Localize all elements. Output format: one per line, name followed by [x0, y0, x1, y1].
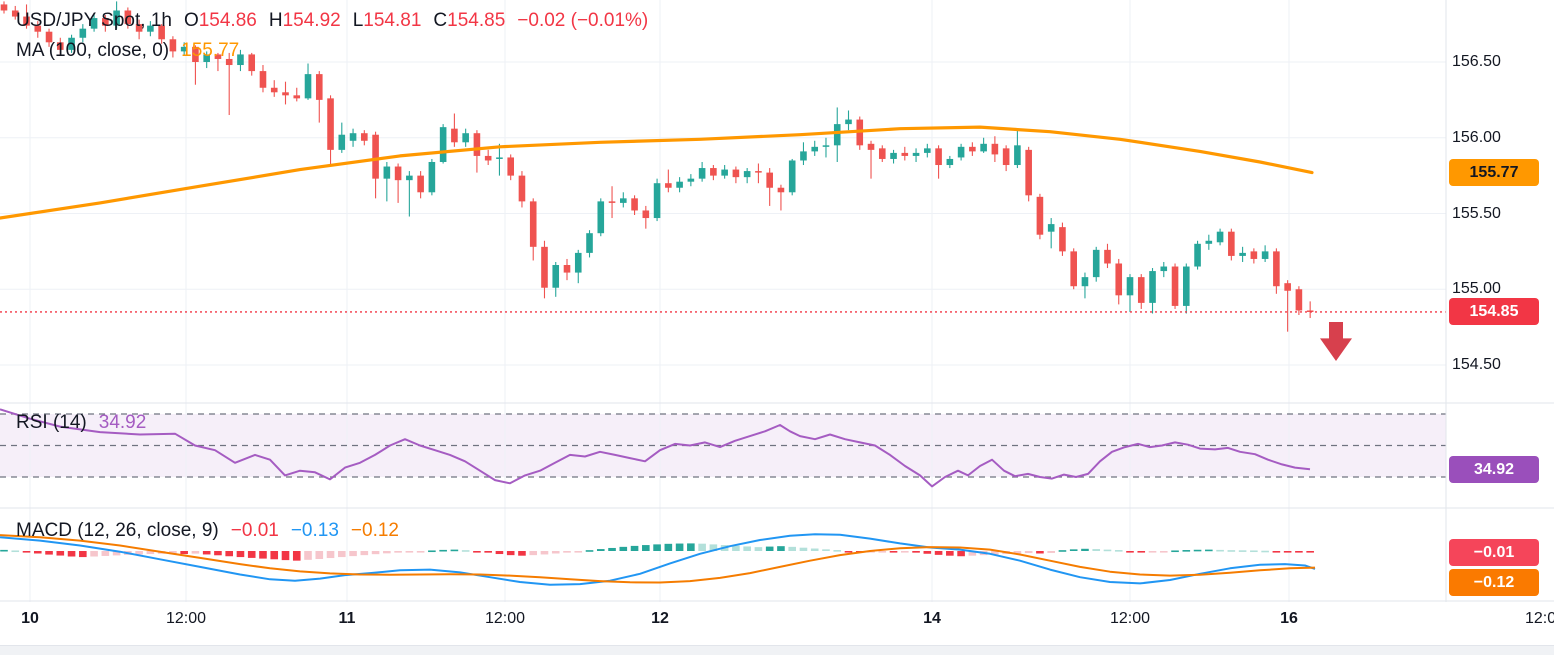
macd-legend-row: MACD (12, 26, close, 9) −0.01 −0.13 −0.12 [16, 520, 399, 542]
rsi-value: 34.92 [98, 412, 147, 433]
time-axis-label: 14 [923, 610, 941, 627]
time-axis-label: 16 [1280, 610, 1298, 627]
high-label: H [268, 10, 283, 31]
bottom-toolbar-strip [0, 645, 1554, 655]
time-axis-label: 12:00 [165, 610, 207, 627]
price-tick-label: 156.00 [1452, 128, 1501, 146]
time-axis-label: 10 [21, 610, 39, 627]
close-value: 154.85 [447, 10, 506, 31]
time-axis-label: 12 [651, 610, 669, 627]
time-axis-label: 12:00 [1109, 610, 1151, 627]
time-axis-label: 12:00 [484, 610, 526, 627]
rsi-legend-row: RSI (14) 34.92 [16, 412, 146, 434]
price-tick-label: 155.50 [1452, 204, 1501, 222]
chart-canvas[interactable] [0, 0, 1554, 602]
ma-value: 155.77 [181, 40, 240, 61]
rsi-value-badge: 34.92 [1449, 455, 1539, 483]
ma-legend-row: MA (100, close, 0) 155.77 [16, 40, 239, 62]
price-tick-label: 156.50 [1452, 53, 1501, 70]
macd-line-value: −0.13 [290, 520, 339, 541]
time-axis[interactable]: 10 12:00 11 12:00 12 14 12:00 16 12:00 [0, 602, 1554, 645]
macd-hist-value: −0.01 [230, 520, 279, 541]
close-label: C [433, 10, 448, 31]
time-axis-label: 12:00 [1524, 610, 1554, 627]
price-axis[interactable]: 156.50 156.00 155.50 155.00 154.50 155.77 154.… [0, 0, 1554, 602]
macd-hist-badge: −0.01 [1449, 538, 1539, 566]
low-label: L [352, 10, 364, 31]
time-axis-label: 11 [338, 610, 356, 627]
macd-signal-badge: −0.12 [1449, 568, 1539, 596]
macd-signal-value: −0.12 [350, 520, 399, 541]
high-value: 154.92 [282, 10, 341, 31]
last-price-badge: 154.85 [1449, 298, 1539, 326]
low-value: 154.81 [363, 10, 422, 31]
symbol-info-bar: USD/JPY Spot, 1h O154.86 H154.92 L154.81 C15… [16, 10, 648, 32]
symbol-title[interactable]: USD/JPY Spot, 1h [16, 10, 172, 31]
ma-label[interactable]: MA (100, close, 0) [16, 40, 170, 61]
macd-label[interactable]: MACD (12, 26, close, 9) [16, 520, 219, 541]
open-value: 154.86 [198, 10, 257, 31]
ma-value-badge: 155.77 [1449, 159, 1539, 187]
change-value: −0.02 (−0.01%) [517, 10, 649, 31]
price-tick-label: 154.50 [1452, 356, 1501, 373]
rsi-label[interactable]: RSI (14) [16, 412, 87, 433]
open-label: O [183, 10, 199, 31]
price-tick-label: 155.00 [1452, 280, 1501, 298]
